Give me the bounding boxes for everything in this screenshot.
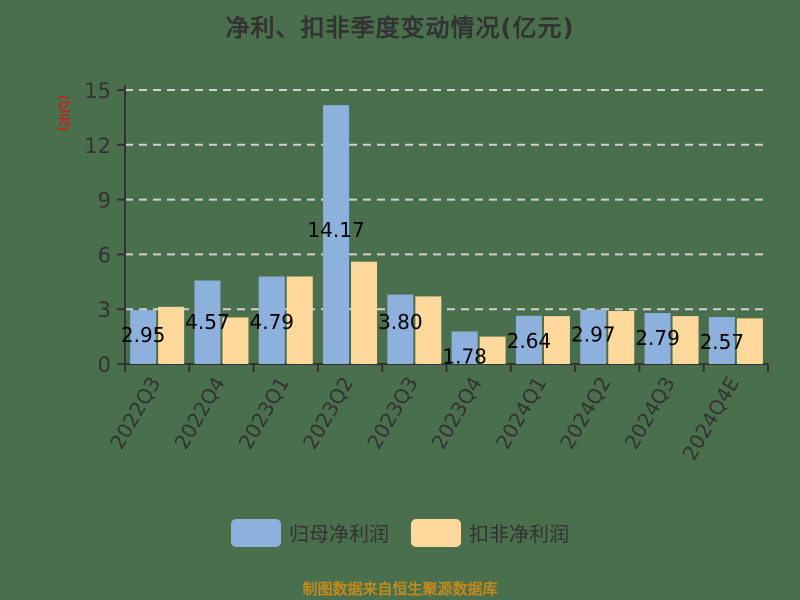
x-tick-label: 2023Q2 [298, 373, 358, 454]
bar [158, 306, 185, 364]
legend-item-deducted-net-profit[interactable]: 扣非净利润 [411, 518, 569, 547]
value-label: 2.95 [121, 323, 166, 347]
value-label: 2.57 [700, 330, 745, 354]
x-tick-label: 2024Q1 [491, 373, 551, 454]
bar [543, 316, 570, 364]
bar [515, 315, 542, 364]
bar [194, 280, 221, 364]
bar [451, 331, 478, 364]
chart-title: 净利、扣非季度变动情况(亿元) [225, 14, 575, 42]
y-tick-label: 6 [98, 243, 111, 267]
legend-label: 归母净利润 [289, 522, 389, 546]
bar [672, 316, 699, 364]
legend-swatch-blue [231, 518, 281, 547]
value-label: 14.17 [307, 218, 364, 242]
bar [479, 336, 506, 364]
bar [608, 311, 635, 364]
value-label: 4.57 [185, 310, 230, 334]
y-axis-unit: (亿元) [55, 95, 70, 132]
legend-swatch-yellow [411, 518, 461, 547]
value-label: 2.79 [635, 326, 680, 350]
legend: 归母净利润 扣非净利润 [0, 518, 800, 547]
bar [736, 318, 763, 364]
bar [286, 276, 313, 364]
y-tick-label: 15 [84, 79, 111, 103]
y-tick-label: 0 [98, 353, 111, 377]
bar [222, 317, 249, 364]
value-label: 1.78 [442, 344, 487, 368]
x-tick-label: 2023Q4 [427, 373, 487, 454]
y-tick-label: 12 [84, 134, 111, 158]
y-tick-label: 3 [98, 298, 111, 322]
bar [258, 276, 285, 364]
y-tick-label: 9 [98, 189, 111, 213]
bar [644, 313, 671, 364]
bar [415, 296, 442, 364]
x-tick-label: 2022Q3 [105, 373, 165, 454]
legend-item-parent-net-profit[interactable]: 归母净利润 [231, 518, 389, 547]
data-source-note: 制图数据来自恒生聚源数据库 [302, 580, 498, 598]
bar [387, 294, 414, 364]
x-tick-label: 2023Q3 [362, 373, 422, 454]
x-tick-label: 2024Q4E [677, 373, 744, 465]
value-label: 4.79 [249, 310, 294, 334]
value-label: 3.80 [378, 310, 423, 334]
x-tick-label: 2024Q2 [555, 373, 615, 454]
value-label: 2.64 [507, 329, 552, 353]
bar [580, 309, 607, 364]
bar [323, 105, 350, 365]
bar [708, 317, 735, 364]
legend-label: 扣非净利润 [469, 522, 569, 546]
x-tick-label: 2024Q3 [619, 373, 679, 454]
bar [351, 261, 378, 364]
x-tick-label: 2022Q4 [169, 373, 229, 454]
value-label: 2.97 [571, 323, 616, 347]
bar [130, 310, 157, 364]
x-tick-label: 2023Q1 [234, 373, 294, 454]
